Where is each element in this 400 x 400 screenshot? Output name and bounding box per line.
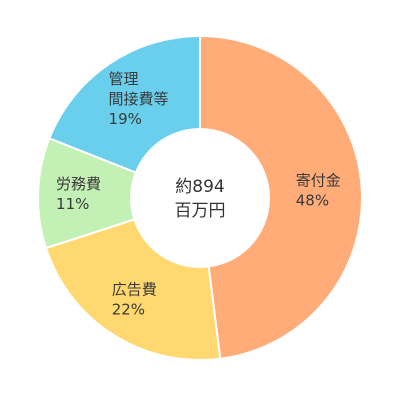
slice-name: 労務費 bbox=[56, 175, 101, 193]
pie-slice-0 bbox=[199, 34, 363, 360]
slice-name: 間接費等 bbox=[109, 90, 169, 108]
slice-name: 管理 bbox=[109, 70, 139, 88]
slice-percent: 19% bbox=[109, 110, 142, 128]
center-total-label: 約894 百万円 bbox=[175, 177, 226, 221]
slice-name: 広告費 bbox=[112, 280, 157, 298]
slice-label-1: 広告費 22% bbox=[112, 280, 157, 318]
pie-slice-2 bbox=[37, 137, 203, 250]
donut-hole bbox=[130, 128, 270, 268]
center-total-text: 約894 百万円 bbox=[175, 177, 226, 221]
slice-name: 寄付金 bbox=[296, 171, 341, 189]
center-total-line-1: 百万円 bbox=[175, 201, 226, 221]
slice-label-0: 寄付金 48% bbox=[296, 171, 341, 209]
center-total-line-0: 約894 bbox=[175, 177, 224, 197]
slice-percent: 11% bbox=[56, 195, 89, 213]
labels-layer: 寄付金 48% 広告費 22% 労務費 11% 管理間接費等 19% bbox=[56, 70, 341, 319]
slice-percent: 22% bbox=[112, 300, 145, 318]
slice-label-2: 労務費 11% bbox=[56, 175, 101, 213]
slice-percent: 48% bbox=[296, 191, 329, 209]
slice-label-3: 管理間接費等 19% bbox=[109, 70, 169, 128]
